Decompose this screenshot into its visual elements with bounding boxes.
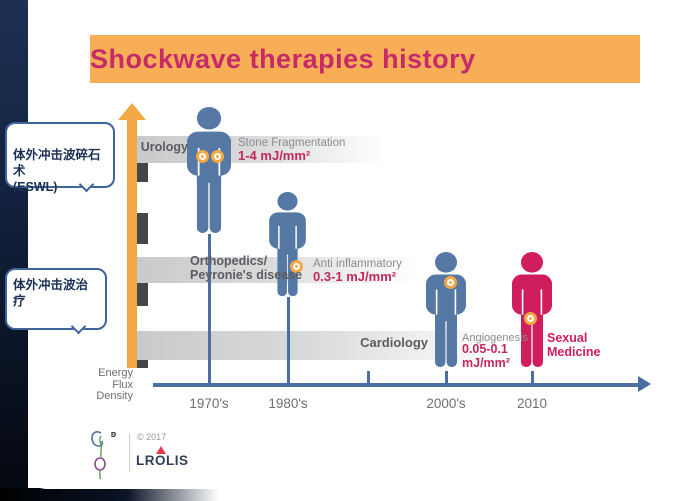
isud-letter: S — [111, 432, 116, 439]
treatment-target-dot — [211, 150, 224, 163]
label-cardiology: Cardiology — [360, 335, 428, 350]
label-urology: Urology — [140, 140, 188, 154]
timeline-connector-1970s — [208, 234, 211, 384]
left-edge-decoration — [0, 0, 28, 501]
timeline-tick — [445, 371, 448, 384]
timeline-arrowhead-icon — [638, 376, 651, 392]
isud-letter: D — [111, 432, 117, 439]
callout-eswt: 体外冲击波治疗 — [5, 268, 107, 335]
value-energy-urology: 1-4 mJ/mm² — [238, 148, 311, 163]
callout-eswl-text: 体外冲击波碎石术 (ESWL) — [13, 148, 101, 194]
axis-tick-1: 1 — [104, 229, 113, 244]
urolis-logo: LROLIS — [136, 446, 189, 468]
timeline-label-1970s: 1970's — [189, 396, 229, 411]
timeline-tick — [287, 371, 290, 384]
treatment-target-dot — [290, 260, 303, 273]
label-sexual-medicine: Sexual Medicine — [547, 331, 601, 359]
treatment-target-dot — [524, 312, 537, 325]
isud-kidney-logo-icon — [91, 431, 106, 480]
callout-eswt-text: 体外冲击波治疗 — [13, 278, 89, 308]
axis-shadow-notch — [137, 275, 148, 306]
bottom-edge-decoration — [0, 488, 230, 501]
person-figure-urology — [186, 107, 232, 234]
energy-flux-density-label: Energy Flux Density — [96, 367, 133, 402]
axis-arrowhead-icon — [118, 103, 146, 120]
label-angiogenesis: Angiogenesis — [462, 332, 529, 344]
value-energy-orthopedics: 0.3-1 mJ/mm² — [313, 269, 397, 284]
timeline-tick — [367, 371, 370, 384]
timeline-label-1980s: 1980's — [268, 396, 308, 411]
axis-shadow-notch — [137, 213, 148, 244]
isud-letter: I — [111, 432, 113, 439]
timeline-tick — [208, 371, 211, 384]
footer-divider — [129, 434, 130, 472]
timeline-axis — [153, 383, 640, 387]
copyright-text: © 2017 — [137, 432, 167, 442]
urolis-triangle-icon — [156, 446, 166, 454]
timeline-tick — [531, 371, 534, 384]
page-title: Shockwave therapies history — [90, 44, 476, 74]
timeline-label-2010: 2010 — [516, 396, 548, 411]
treatment-target-dot — [196, 150, 209, 163]
treatment-target-dot — [444, 276, 457, 289]
urolis-logo-text: LROLIS — [136, 453, 189, 468]
timeline-label-2000s: 2000's — [426, 396, 466, 411]
axis-shadow-notch — [137, 151, 148, 182]
band-orthopedics — [137, 257, 417, 283]
value-energy-cardiology: 0.05-0.1 mJ/mm² — [462, 342, 510, 370]
axis-arrow-icon — [127, 116, 137, 368]
isud-letter: U — [111, 432, 117, 439]
title-banner: Shockwave therapies history — [90, 35, 640, 83]
band-urology — [137, 136, 387, 163]
axis-tick-0-5: 0.5 — [99, 339, 118, 354]
label-orthopedics: Orthopedics/ Peyronie's disease — [190, 254, 303, 282]
timeline-connector-1980s — [287, 297, 290, 384]
label-anti-inflammatory: Anti inflammatory — [313, 258, 402, 270]
label-stone-fragmentation: Stone Fragmentation — [238, 137, 346, 149]
callout-eswl: 体外冲击波碎石术 (ESWL) — [5, 122, 115, 194]
